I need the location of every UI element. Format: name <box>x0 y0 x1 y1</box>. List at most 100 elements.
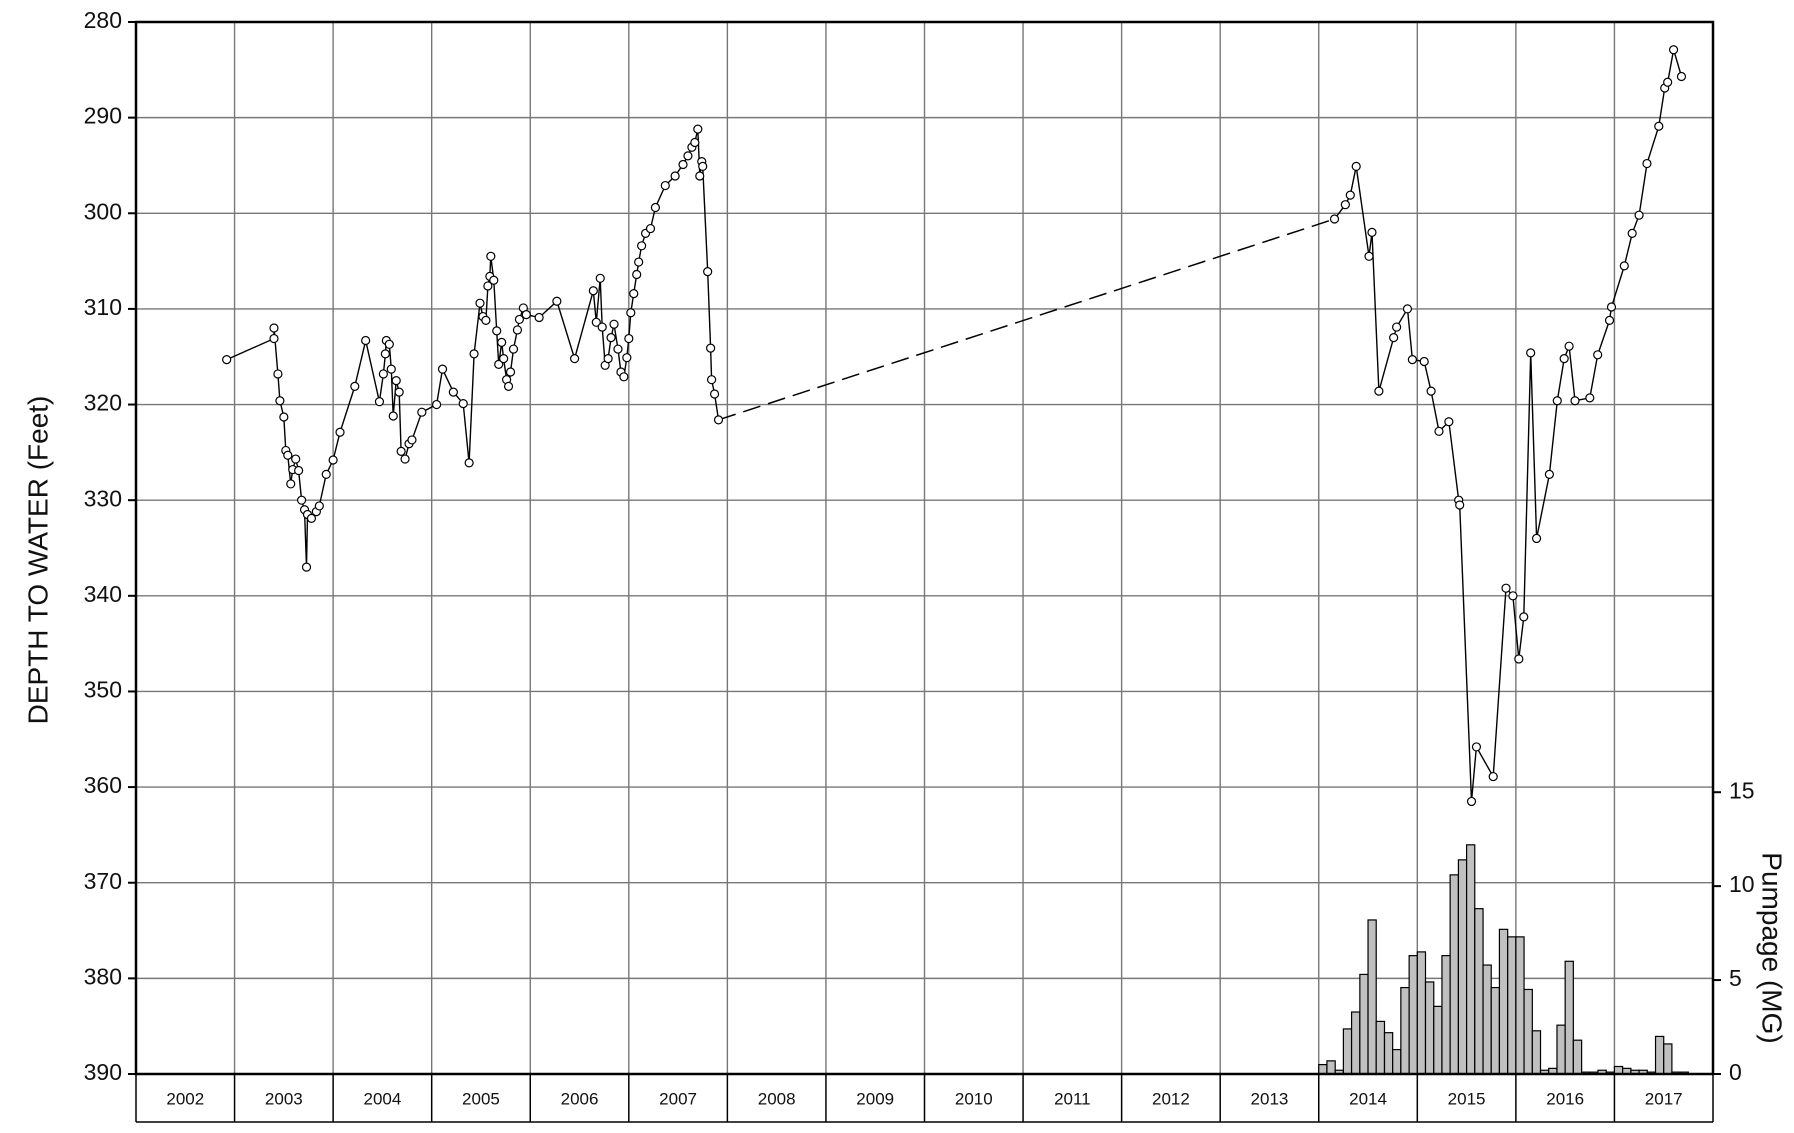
point <box>378 369 388 379</box>
point <box>693 124 703 134</box>
point <box>603 354 613 364</box>
y-tick-label: 350 <box>84 677 122 703</box>
bar <box>1515 936 1525 1075</box>
point <box>497 337 507 347</box>
point <box>494 359 504 369</box>
y-tick-label: 310 <box>84 294 122 320</box>
point <box>703 267 713 277</box>
point <box>291 454 301 464</box>
point <box>1455 500 1465 510</box>
bar <box>1531 1030 1542 1075</box>
y-tick-label: 390 <box>84 1059 122 1085</box>
point <box>296 495 307 505</box>
point <box>1488 771 1498 782</box>
point <box>588 286 598 296</box>
bar <box>1523 988 1533 1075</box>
point <box>374 397 385 407</box>
bar <box>1556 1024 1566 1075</box>
point <box>1642 158 1652 169</box>
point <box>469 349 479 359</box>
point <box>400 454 410 464</box>
point <box>1514 654 1524 664</box>
bar <box>1424 981 1435 1075</box>
point <box>384 339 394 349</box>
bar <box>1490 986 1501 1075</box>
point <box>613 344 623 354</box>
point <box>503 381 514 391</box>
point <box>269 333 279 344</box>
y-tick-label: 330 <box>84 485 122 511</box>
x-tick-label: 2010 <box>955 1089 993 1108</box>
point <box>508 344 519 354</box>
x-tick-label: 2005 <box>462 1089 500 1108</box>
point <box>483 281 493 291</box>
point <box>388 411 398 421</box>
point <box>464 458 474 468</box>
point <box>275 396 285 406</box>
y-tick-label: 340 <box>84 581 122 607</box>
x-tick-label: 2013 <box>1251 1089 1289 1108</box>
point <box>1559 354 1569 364</box>
y-tick-label: 290 <box>84 103 122 129</box>
point <box>1634 210 1644 220</box>
point <box>660 180 670 191</box>
bar <box>1498 928 1509 1075</box>
point <box>619 372 629 382</box>
point <box>1604 315 1615 325</box>
point <box>321 469 331 479</box>
y2-tick-label: 5 <box>1729 965 1742 991</box>
point <box>1676 71 1687 82</box>
bar <box>1441 955 1451 1075</box>
point <box>1564 341 1574 351</box>
bar <box>1507 936 1517 1075</box>
bar <box>1457 859 1468 1075</box>
bar <box>1408 955 1418 1075</box>
point <box>591 317 601 327</box>
point <box>1345 190 1355 200</box>
point <box>301 562 312 572</box>
x-tick-label: 2006 <box>561 1089 599 1108</box>
point <box>1552 396 1562 406</box>
x-tick-label: 2004 <box>363 1089 401 1108</box>
point <box>417 407 427 417</box>
point <box>713 415 724 425</box>
point <box>552 296 562 306</box>
point <box>1367 227 1377 237</box>
point <box>283 450 293 460</box>
y-tick-label: 300 <box>84 198 122 224</box>
point <box>1654 121 1664 131</box>
x-tick-label: 2014 <box>1349 1089 1387 1108</box>
bar <box>1350 1011 1361 1075</box>
x-tick-label: 2015 <box>1448 1089 1486 1108</box>
point <box>706 343 716 353</box>
bar <box>1572 1039 1583 1075</box>
point <box>458 398 468 409</box>
point <box>637 241 647 251</box>
point <box>634 257 644 267</box>
point <box>609 319 619 329</box>
point <box>1668 45 1679 55</box>
point <box>314 501 324 511</box>
point <box>1466 796 1477 807</box>
point <box>1419 356 1429 367</box>
point <box>489 275 499 285</box>
point <box>1407 354 1417 365</box>
point <box>678 159 688 170</box>
point <box>622 353 632 363</box>
point <box>1444 417 1454 427</box>
point <box>645 223 656 234</box>
bar <box>1326 1060 1336 1075</box>
x-tick-label: 2008 <box>758 1089 796 1108</box>
point <box>1351 161 1361 172</box>
point <box>534 312 544 323</box>
point <box>328 455 338 465</box>
point <box>273 369 283 379</box>
x-tick-label: 2012 <box>1152 1089 1190 1108</box>
x-tick-label: 2002 <box>166 1089 204 1108</box>
point <box>432 399 442 410</box>
y2-tick-label: 0 <box>1729 1059 1742 1085</box>
point <box>437 364 448 374</box>
bar <box>1663 1043 1673 1075</box>
bar <box>1400 986 1410 1075</box>
point <box>481 315 491 325</box>
